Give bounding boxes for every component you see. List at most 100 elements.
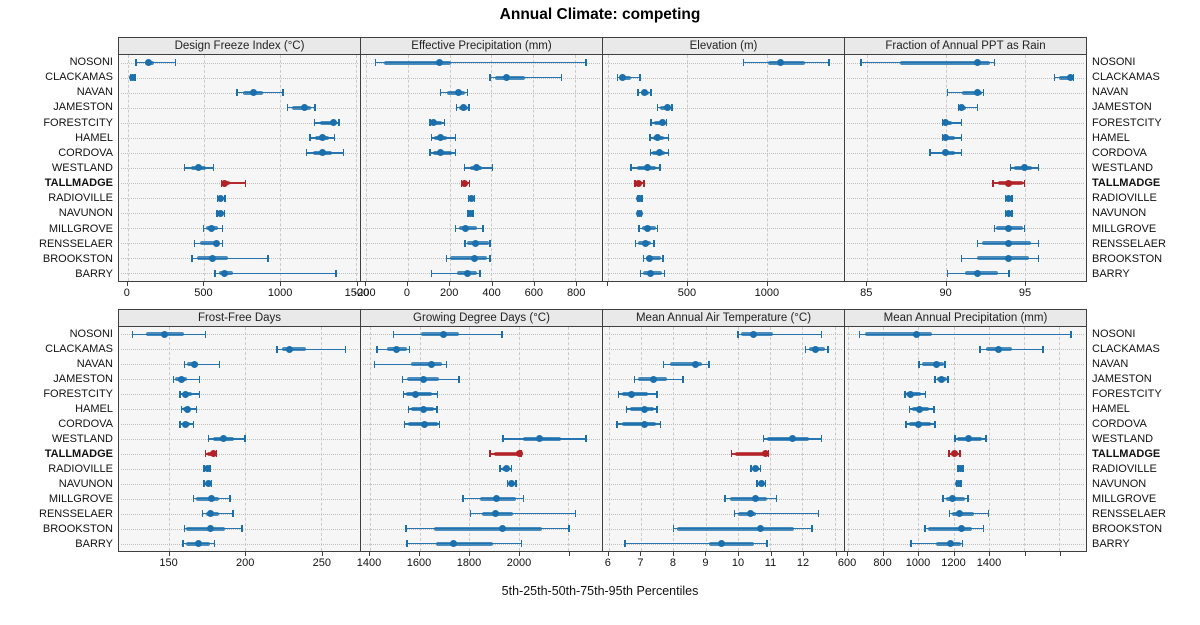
row-guide-line [605, 438, 842, 440]
whisker-cap-low [506, 480, 509, 488]
whisker-line [737, 333, 822, 336]
axis-tick [469, 552, 470, 556]
whisker-cap-high [944, 360, 946, 368]
row-guide-line [847, 409, 1084, 411]
whisker-cap-high [454, 134, 457, 142]
station-label: JAMESTON [1092, 373, 1152, 385]
iqr-band [952, 511, 974, 516]
whisker-cap-high [817, 510, 820, 518]
whisker-cap-low [462, 495, 464, 503]
whisker-cap-high [967, 495, 969, 503]
whisker-cap-high [489, 254, 491, 262]
station-row [845, 327, 1086, 342]
whisker-cap-high [656, 224, 659, 232]
station-label: CLACKAMAS [1092, 71, 1160, 84]
axis-tick [280, 282, 282, 286]
row-guide-line [121, 513, 358, 515]
panel-axis: 6 7 8 9 10 11 12 [602, 552, 845, 572]
whisker-cap-low [633, 375, 636, 383]
whisker-cap-high [574, 510, 577, 518]
station-row [361, 342, 602, 357]
station-row [603, 461, 844, 476]
whisker-cap-high [224, 194, 226, 202]
whisker-cap-low [638, 224, 640, 232]
whisker-cap-low [737, 330, 739, 338]
row-guide-line [605, 483, 842, 485]
whisker-cap-high [482, 224, 484, 232]
station-row [603, 506, 844, 521]
median-dot [653, 134, 661, 142]
station-row [361, 327, 602, 342]
row-guide-line [605, 409, 842, 411]
iqr-band [449, 256, 488, 261]
whisker-cap-high [811, 525, 813, 533]
median-dot [471, 254, 479, 262]
row-guide-line [847, 243, 1084, 245]
whisker-cap-high [663, 269, 666, 277]
iqr-band [281, 347, 306, 352]
median-dot [491, 510, 499, 518]
median-dot [161, 330, 169, 338]
whisker-cap-high [221, 224, 224, 232]
station-label: HAMEL [1092, 131, 1130, 144]
whisker-cap-low [402, 390, 405, 398]
median-dot [466, 209, 474, 217]
station-row [119, 266, 360, 281]
whisker-line [192, 257, 269, 260]
station-row [361, 461, 602, 476]
whisker-cap-low [642, 254, 645, 262]
axis-tick [364, 282, 366, 286]
axis-tick-label: 0 [403, 287, 410, 299]
axis-tick-label: 9 [702, 557, 709, 569]
station-row [603, 191, 844, 206]
whisker-cap-low [910, 540, 912, 548]
row-guide-line [363, 468, 600, 470]
axis-tick-label: -200 [353, 287, 376, 299]
row-guide-line [605, 62, 842, 64]
station-row [119, 461, 360, 476]
whisker-cap-high [195, 405, 198, 413]
axis-tick [607, 552, 609, 556]
axis-tick [369, 552, 370, 556]
whisker-cap-high [667, 134, 670, 142]
station-label: NAVAN [76, 86, 113, 99]
iqr-band [961, 90, 983, 95]
whisker-cap-high [987, 510, 990, 518]
station-label: FORESTCITY [43, 388, 113, 400]
whisker-cap-low [286, 104, 289, 112]
station-label: RADIOVILLE [48, 192, 113, 205]
station-row [119, 160, 360, 175]
whisker-cap-low [376, 345, 378, 353]
station-label: BROOKSTON [1092, 252, 1163, 265]
whisker-cap-low [183, 360, 186, 368]
median-dot [508, 480, 516, 488]
station-row [361, 506, 602, 521]
station-row [119, 221, 360, 236]
whisker-cap-low [724, 495, 726, 503]
station-label-stack: NOSONI CLACKAMAS NAVAN JAMESTON FORESTCITY HA… [1087, 327, 1197, 552]
row-guide-line [363, 364, 600, 366]
panel-axis: 150 200 250 [118, 552, 361, 572]
row-guide-line [121, 62, 358, 64]
whisker-cap-high [665, 119, 668, 127]
whisker-cap-low [637, 89, 639, 97]
row-guide-line [605, 152, 842, 154]
whisker-cap-low [858, 330, 861, 338]
station-row [603, 476, 844, 491]
row-guide-line [121, 122, 358, 124]
iqr-band [621, 422, 656, 427]
whisker-cap-low [634, 239, 637, 247]
panel-mean-annual-precipitation: Mean Annual Precipitation (mm) 600 800 1000… [838, 309, 1087, 572]
row-guide-line [363, 438, 600, 440]
whisker-cap-high [585, 435, 587, 443]
row-guide-line [121, 453, 358, 455]
station-row [845, 115, 1086, 130]
panel-effective-precipitation: Effective Precipitation (mm) -200 0 200 400 6… [354, 37, 603, 302]
row-guide-line [605, 77, 842, 79]
station-row [603, 327, 844, 342]
panel-plot [844, 55, 1087, 282]
median-dot [1066, 74, 1074, 82]
panel-title: Fraction of Annual PPT as Rain [844, 37, 1087, 55]
whisker-cap-high [515, 480, 517, 488]
median-dot [208, 495, 216, 503]
